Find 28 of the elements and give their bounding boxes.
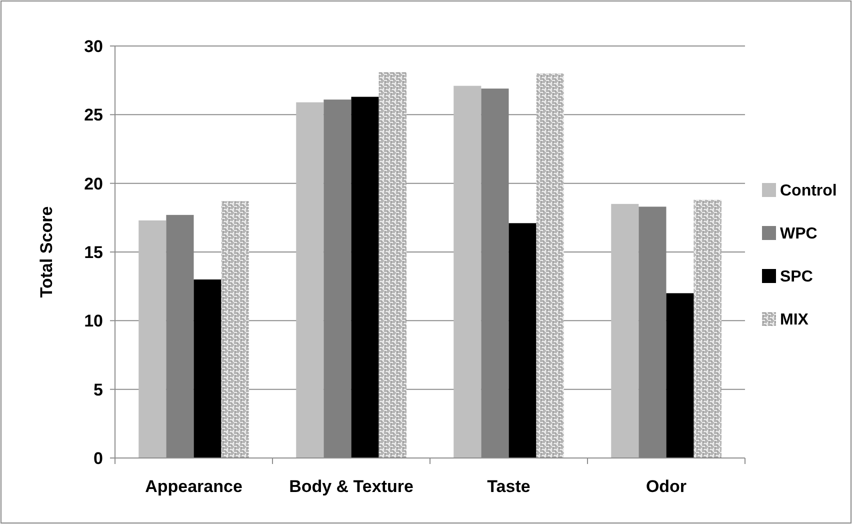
bar [221, 201, 249, 458]
bar [508, 223, 536, 458]
bar [138, 220, 166, 458]
y-tick-label: 5 [94, 380, 103, 400]
x-tick-label: Taste [487, 477, 530, 496]
bar [536, 73, 564, 458]
y-tick-label: 25 [84, 106, 103, 125]
bar [611, 204, 639, 458]
x-tick-label: Odor [646, 477, 687, 496]
bar [296, 102, 324, 458]
bar [694, 200, 722, 458]
legend-label: WPC [780, 226, 818, 243]
y-tick-label: 20 [84, 174, 103, 194]
x-tick-label: Body & Texture [289, 477, 414, 496]
bar [378, 72, 406, 458]
bar [666, 293, 694, 458]
legend-label: Control [780, 182, 837, 200]
y-tick-label: 10 [84, 312, 103, 331]
bar [454, 86, 482, 458]
bar [351, 96, 379, 458]
y-tick-label: 15 [84, 242, 103, 262]
bar [194, 279, 222, 458]
x-tick-label: Appearance [145, 477, 242, 496]
y-tick-label: 0 [94, 448, 103, 468]
y-tick-label: 30 [84, 36, 103, 56]
y-axis-title: Total Score [37, 206, 56, 298]
legend-label: MIX [780, 312, 809, 329]
legend-label: SPC [780, 268, 814, 286]
